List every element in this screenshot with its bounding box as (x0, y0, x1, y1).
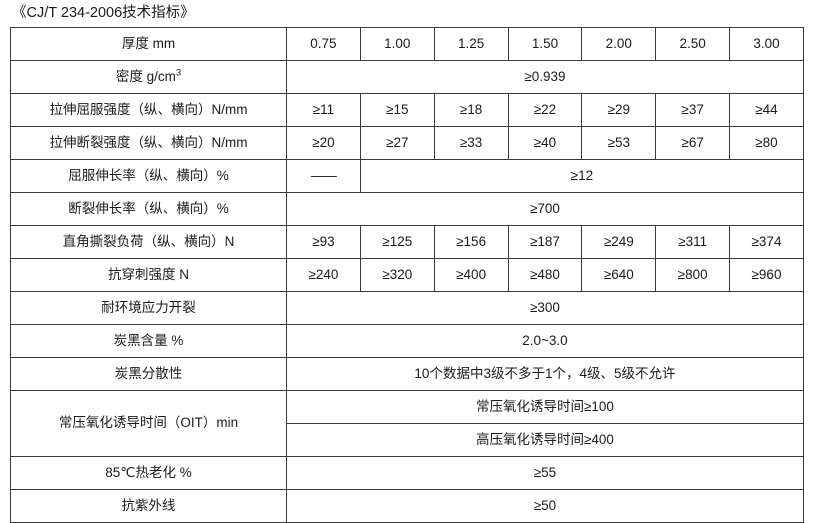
value-tear-load-5: ≥311 (655, 225, 731, 259)
value-tensile-yield-1: ≥15 (359, 93, 435, 127)
row-label-break-elongation: 断裂伸长率（纵、横向）% (10, 192, 287, 226)
header-thickness-6: 3.00 (729, 27, 804, 61)
value-tensile-yield-3: ≥22 (507, 93, 583, 127)
row-label-density-superscript: 3 (175, 67, 182, 79)
row-label-carbon-black-dispersion: 炭黑分散性 (10, 357, 287, 391)
table-row: 拉伸屈服强度（纵、横向）N/mm ≥11 ≥15 ≥18 ≥22 ≥29 ≥37… (10, 93, 804, 127)
value-tear-load-3: ≥187 (507, 225, 583, 259)
header-thickness-3: 1.50 (507, 27, 583, 61)
value-carbon-black-content: 2.0~3.0 (286, 324, 804, 358)
value-uv-resistance: ≥50 (286, 489, 804, 523)
table-row: 密度 g/cm3 ≥0.939 (10, 60, 804, 94)
row-label-right-angle-tear-load: 直角撕裂负荷（纵、横向）N (10, 225, 287, 259)
row-label-puncture-resistance: 抗穿刺强度 N (10, 258, 287, 292)
value-puncture-0: ≥240 (286, 258, 361, 292)
table-row: 直角撕裂负荷（纵、横向）N ≥93 ≥125 ≥156 ≥187 ≥249 ≥3… (10, 225, 804, 259)
row-label-uv-resistance: 抗紫外线 (10, 489, 287, 523)
value-puncture-6: ≥960 (729, 258, 804, 292)
value-puncture-3: ≥480 (507, 258, 583, 292)
table-row: 耐环境应力开裂 ≥300 (10, 291, 804, 325)
value-puncture-2: ≥400 (433, 258, 509, 292)
value-tensile-yield-4: ≥29 (581, 93, 657, 127)
row-label-density: 密度 g/cm3 (10, 60, 287, 94)
header-thickness-5: 2.50 (655, 27, 731, 61)
table-row: 炭黑分散性 10个数据中3级不多于1个，4级、5级不允许 (10, 357, 804, 391)
table-row: 85℃热老化 % ≥55 (10, 456, 804, 490)
value-environmental-stress-cracking: ≥300 (286, 291, 804, 325)
value-puncture-4: ≥640 (581, 258, 657, 292)
value-tensile-break-6: ≥80 (729, 126, 804, 160)
value-tear-load-1: ≥125 (359, 225, 435, 259)
value-tensile-break-0: ≥20 (286, 126, 361, 160)
table-row: 抗紫外线 ≥50 (10, 489, 804, 523)
value-oit-normal-pressure: 常压氧化诱导时间≥100 (286, 390, 804, 424)
value-yield-elongation: ≥12 (359, 159, 804, 193)
value-tensile-break-1: ≥27 (359, 126, 435, 160)
value-puncture-5: ≥800 (655, 258, 731, 292)
row-label-tensile-break-strength: 拉伸断裂强度（纵、横向）N/mm (10, 126, 287, 160)
value-tensile-break-3: ≥40 (507, 126, 583, 160)
value-yield-elongation-none: —— (286, 159, 361, 193)
row-label-heat-aging: 85℃热老化 % (10, 456, 287, 490)
value-tensile-yield-0: ≥11 (286, 93, 361, 127)
value-tensile-yield-6: ≥44 (729, 93, 804, 127)
value-tensile-break-5: ≥67 (655, 126, 731, 160)
value-density: ≥0.939 (286, 60, 804, 94)
document-page: 《CJ/T 234-2006技术指标》 厚度 mm 0.75 1.00 1.25… (10, 5, 804, 523)
value-tear-load-0: ≥93 (286, 225, 361, 259)
value-tensile-break-4: ≥53 (581, 126, 657, 160)
header-thickness-4: 2.00 (581, 27, 657, 61)
value-tear-load-2: ≥156 (433, 225, 509, 259)
table-row: 炭黑含量 % 2.0~3.0 (10, 324, 804, 358)
header-thickness-2: 1.25 (433, 27, 509, 61)
table-row: 抗穿刺强度 N ≥240 ≥320 ≥400 ≥480 ≥640 ≥800 ≥9… (10, 258, 804, 292)
value-tear-load-4: ≥249 (581, 225, 657, 259)
header-label-thickness: 厚度 mm (10, 27, 287, 61)
value-carbon-black-dispersion: 10个数据中3级不多于1个，4级、5级不允许 (286, 357, 804, 391)
table-row: 高压氧化诱导时间≥400 (11, 423, 804, 457)
value-break-elongation: ≥700 (286, 192, 804, 226)
value-heat-aging: ≥55 (286, 456, 804, 490)
document-title: 《CJ/T 234-2006技术指标》 (12, 5, 195, 21)
header-thickness-1: 1.00 (359, 27, 435, 61)
value-tensile-yield-2: ≥18 (433, 93, 509, 127)
table-row: 断裂伸长率（纵、横向）% ≥700 (10, 192, 804, 226)
row-label-density-text: 密度 g/cm (115, 68, 176, 84)
row-label-environmental-stress-cracking: 耐环境应力开裂 (10, 291, 287, 325)
table-row: 屈服伸长率（纵、横向）% —— ≥12 (10, 159, 804, 193)
table-header-row: 厚度 mm 0.75 1.00 1.25 1.50 2.00 2.50 3.00 (10, 27, 804, 61)
header-thickness-0: 0.75 (286, 27, 361, 61)
value-oit-high-pressure: 高压氧化诱导时间≥400 (286, 423, 804, 457)
value-tear-load-6: ≥374 (729, 225, 804, 259)
value-tensile-yield-5: ≥37 (655, 93, 731, 127)
row-label-yield-elongation: 屈服伸长率（纵、横向）% (10, 159, 287, 193)
table-row: 常压氧化诱导时间（OIT）min 常压氧化诱导时间≥100 (10, 390, 804, 457)
row-label-oxidative-induction-time: 常压氧化诱导时间（OIT）min (10, 390, 287, 457)
value-puncture-1: ≥320 (359, 258, 435, 292)
value-tensile-break-2: ≥33 (433, 126, 509, 160)
row-label-tensile-yield-strength: 拉伸屈服强度（纵、横向）N/mm (10, 93, 287, 127)
technical-specification-table: 厚度 mm 0.75 1.00 1.25 1.50 2.00 2.50 3.00… (10, 27, 804, 523)
row-label-carbon-black-content: 炭黑含量 % (10, 324, 287, 358)
table-row: 拉伸断裂强度（纵、横向）N/mm ≥20 ≥27 ≥33 ≥40 ≥53 ≥67… (10, 126, 804, 160)
